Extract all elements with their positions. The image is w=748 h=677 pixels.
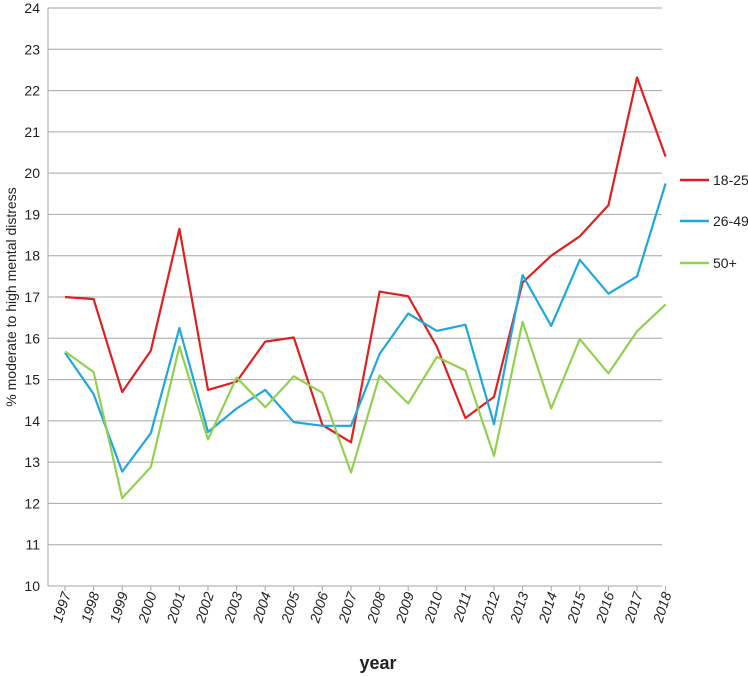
x-tick-label: 2008 (363, 590, 388, 626)
x-tick-label: 2014 (535, 590, 560, 626)
x-tick-label: 2018 (649, 590, 674, 626)
y-tick-label: 20 (24, 165, 40, 181)
x-axis-title: year (359, 653, 396, 673)
series-line-26-49 (64, 183, 667, 473)
x-tick-label: 2004 (249, 590, 274, 626)
y-tick-label: 16 (24, 330, 40, 346)
x-tick-label: 2016 (592, 590, 617, 626)
y-axis-title: % moderate to high mental distress (3, 187, 19, 406)
gridlines (47, 7, 662, 587)
legend-label: 18-25 (713, 172, 748, 188)
y-tick-label: 13 (24, 454, 40, 470)
y-tick-label: 21 (24, 124, 40, 140)
x-tick-label: 2001 (163, 590, 188, 626)
y-tick-label: 19 (24, 206, 40, 222)
x-tick-labels: 1997 1998 1999 2000 2001 2002 2003 2004 2005 2006… (49, 586, 675, 626)
x-tick-label: 2012 (478, 590, 503, 626)
x-tick-label: 2009 (392, 590, 417, 626)
x-tick-label: 1998 (78, 590, 103, 625)
x-tick-label: 1999 (106, 590, 131, 625)
y-tick-labels: 10 11 12 13 14 15 16 17 18 19 20 21 22 23 24 (24, 0, 40, 594)
y-tick-label: 22 (24, 83, 40, 99)
y-tick-label: 14 (24, 413, 40, 429)
x-tick-label: 2006 (306, 590, 331, 626)
legend-label: 50+ (713, 255, 737, 271)
y-tick-label: 18 (24, 248, 40, 264)
y-tick-label: 15 (24, 372, 40, 388)
x-tick-label: 2015 (563, 590, 588, 626)
y-tick-label: 23 (24, 41, 40, 57)
x-tick-label: 2017 (621, 589, 647, 626)
x-tick-label: 2005 (277, 590, 302, 626)
x-tick-label: 2011 (449, 590, 474, 625)
y-tick-label: 24 (24, 0, 40, 16)
x-tick-label: 2000 (134, 590, 159, 626)
y-tick-label: 17 (24, 289, 40, 305)
series-line-50+ (64, 303, 667, 500)
y-tick-label: 11 (25, 537, 40, 553)
legend: 18-25 26-49 50+ (680, 172, 748, 271)
y-tick-label: 12 (24, 495, 40, 511)
x-tick-label: 2010 (420, 590, 445, 626)
x-tick-label: 2002 (192, 590, 217, 626)
x-tick-label: 1997 (49, 589, 74, 625)
data-series (64, 76, 667, 500)
series-line-18-25 (64, 76, 667, 444)
y-tick-label: 10 (24, 578, 40, 594)
x-tick-label: 2013 (506, 590, 531, 626)
x-tick-label: 2003 (220, 590, 245, 626)
legend-label: 26-49 (713, 213, 748, 229)
x-tick-label: 2007 (335, 589, 361, 626)
